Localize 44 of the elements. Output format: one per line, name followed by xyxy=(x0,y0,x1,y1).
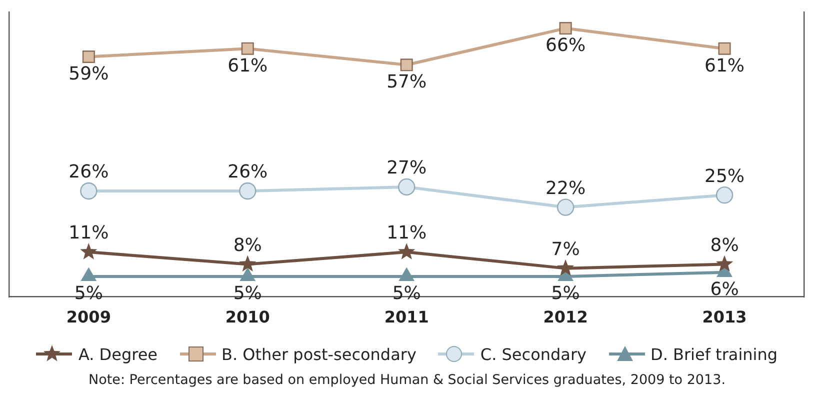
point xyxy=(559,22,572,35)
legend-label: C. Secondary xyxy=(480,344,586,364)
point xyxy=(556,198,574,216)
point xyxy=(239,255,256,272)
data-label: 26% xyxy=(228,162,268,183)
x-tick-label: 2011 xyxy=(384,308,429,327)
data-label: 8% xyxy=(710,234,739,256)
legend-label: D. Brief training xyxy=(650,344,778,364)
point xyxy=(80,182,98,200)
data-label: 26% xyxy=(68,162,109,183)
x-tick-label: 2013 xyxy=(702,308,747,327)
data-label: 66% xyxy=(546,34,586,56)
text: Note: Percentages are based on employed Human & Social Services graduates, 2009 to 2013. xyxy=(87,372,726,388)
data-label: 59% xyxy=(68,63,109,84)
point xyxy=(399,268,414,282)
x-tick-label: 2012 xyxy=(543,308,588,327)
point xyxy=(716,255,734,272)
point xyxy=(400,58,413,72)
point xyxy=(398,178,416,196)
legend-label: A. Degree xyxy=(78,344,158,364)
data-label: 57% xyxy=(386,72,427,93)
data-label: 7% xyxy=(551,238,580,260)
data-label: 6% xyxy=(710,279,739,300)
data-label: 61% xyxy=(704,55,745,76)
point xyxy=(239,182,256,200)
legend-label: B. Other post-secondary xyxy=(222,344,416,364)
data-label: 25% xyxy=(704,166,745,187)
point xyxy=(240,268,256,282)
data-label: 11% xyxy=(68,222,109,244)
point xyxy=(718,42,731,55)
point xyxy=(82,50,95,64)
data-label: 8% xyxy=(233,234,262,256)
data-label: 61% xyxy=(228,55,268,76)
data-label: 22% xyxy=(546,178,586,199)
point xyxy=(716,186,734,204)
point xyxy=(241,42,254,55)
data-label: 27% xyxy=(386,158,427,179)
x-tick-label: 2010 xyxy=(225,308,270,327)
point xyxy=(398,243,416,260)
point xyxy=(557,259,574,276)
x-tick-label: 2009 xyxy=(66,308,111,327)
point xyxy=(80,243,98,260)
data-label: 11% xyxy=(386,222,427,244)
point xyxy=(81,268,96,282)
